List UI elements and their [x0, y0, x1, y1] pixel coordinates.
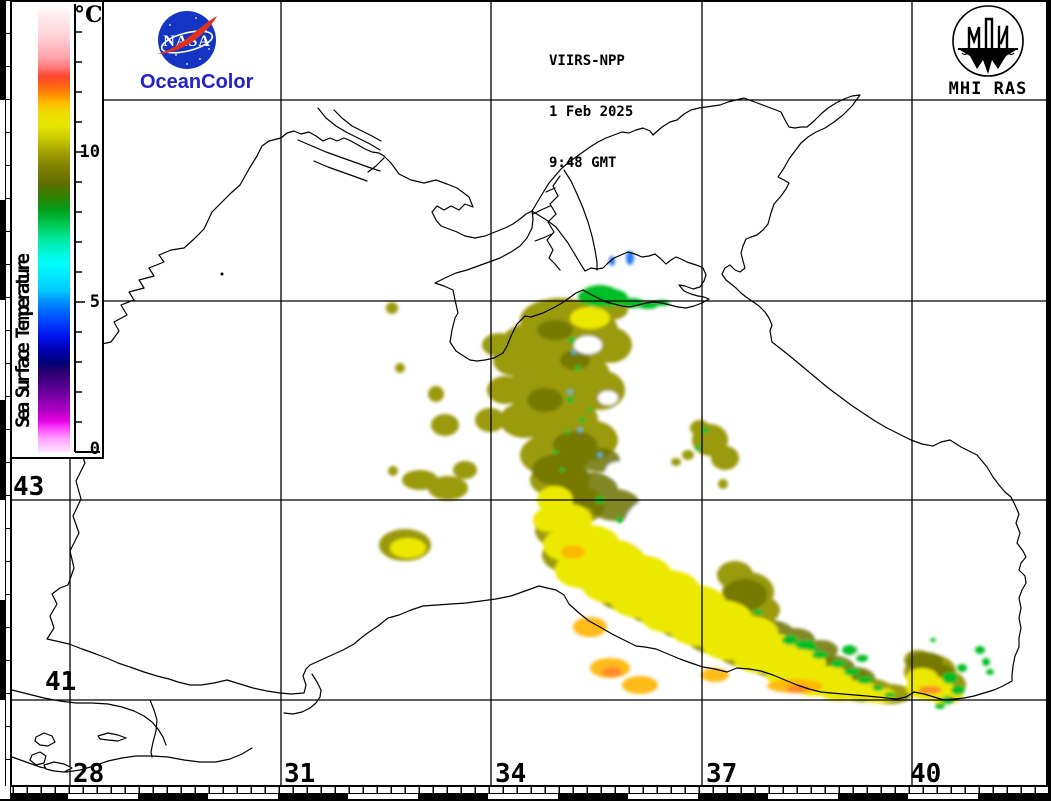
oceancolor-label: OceanColor	[140, 71, 254, 93]
bottom-degree-ruler	[0, 794, 1051, 799]
dnieper-estuary	[297, 107, 385, 182]
lat-label-41: 41	[45, 667, 77, 697]
frame-right-edge	[1048, 0, 1051, 801]
colorbar-tick-0: 0	[89, 439, 100, 459]
black-sea-main-coast	[46, 94, 1027, 701]
marmara-islands	[29, 732, 127, 773]
colorbar: Sea Surface Temperature 10 5 0 °C	[10, 0, 104, 459]
sst-data-layer	[379, 251, 994, 709]
left-degree-ruler	[0, 0, 6, 786]
crimea-coast	[434, 210, 710, 362]
lon-label-34: 34	[495, 759, 527, 789]
marmara-coast	[11, 673, 322, 773]
colorbar-unit: °C	[74, 2, 103, 28]
left-minute-ticks	[6, 0, 10, 786]
coastline	[11, 94, 1027, 773]
lat-label-43: 43	[13, 472, 45, 502]
lon-label-37: 37	[706, 759, 738, 789]
acquisition-time: 9:48 GMT	[549, 155, 617, 171]
bottom-minute-ticks	[0, 787, 1051, 794]
mhi-ras-logo	[952, 5, 1024, 77]
sensor-name: VIIRS-NPP	[549, 53, 625, 69]
lon-label-40: 40	[910, 759, 942, 789]
nasa-logo: NASA	[157, 11, 217, 69]
colorbar-tick-5: 5	[89, 292, 100, 312]
mhi-ras-label: MHI RAS	[948, 79, 1028, 99]
colorbar-tick-10: 10	[79, 142, 100, 162]
acquisition-info: VIIRS-NPP 1 Feb 2025 9:48 GMT	[549, 19, 633, 206]
ruler-corner	[0, 787, 11, 799]
map-frame	[10, 0, 1048, 787]
arabat-spit	[563, 169, 598, 271]
acquisition-date: 1 Feb 2025	[549, 104, 634, 120]
colorbar-gradient	[38, 5, 70, 452]
colorbar-axis	[74, 4, 100, 453]
frame-bottom-edge	[0, 799, 1051, 801]
lon-label-31: 31	[284, 759, 316, 789]
lon-label-28: 28	[73, 759, 105, 789]
sivash-lagoon	[532, 175, 561, 271]
snake-island	[220, 272, 224, 276]
